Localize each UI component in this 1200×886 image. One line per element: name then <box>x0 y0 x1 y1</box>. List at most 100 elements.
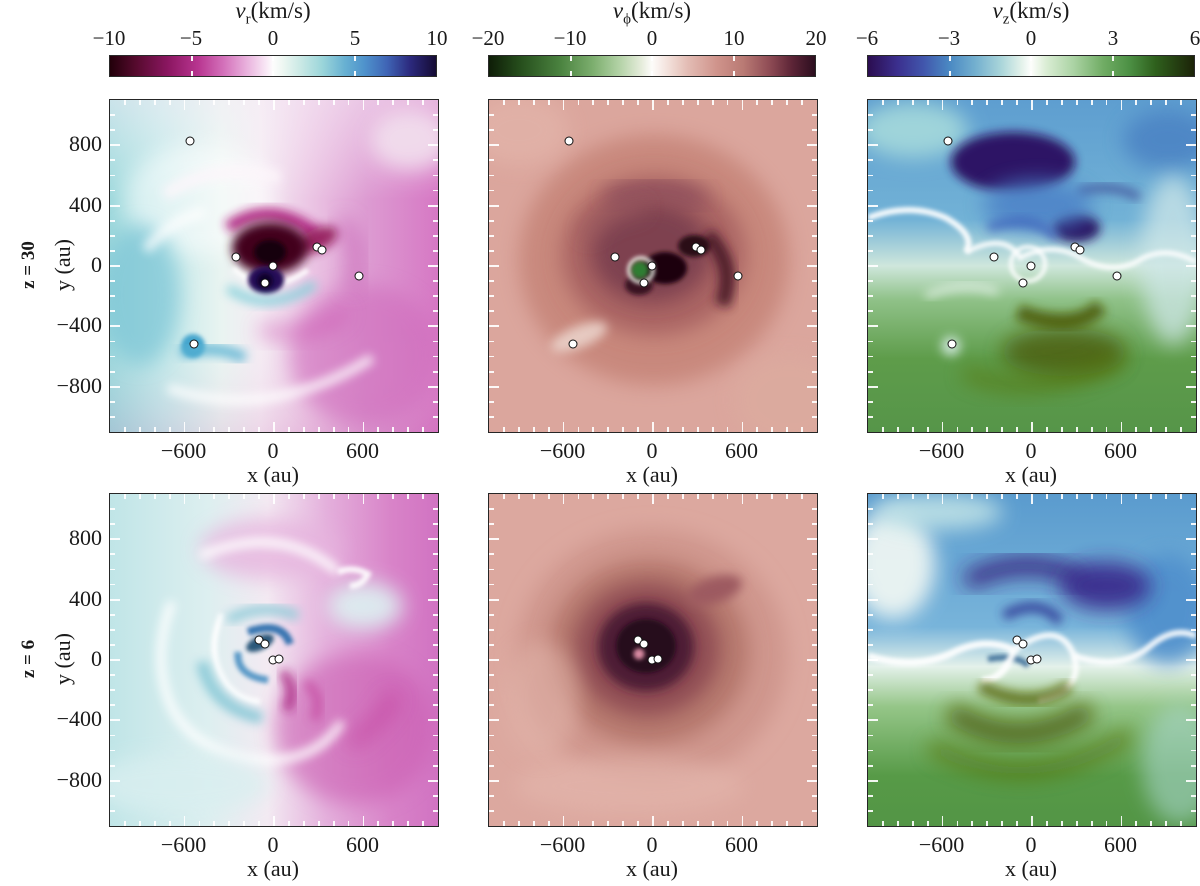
x-tick-label: −600 <box>160 438 207 463</box>
axis-tick-bottom <box>153 427 156 432</box>
axis-tick-left <box>110 553 115 556</box>
axis-tick-right <box>433 764 438 767</box>
axis-tick-bottom <box>711 427 714 432</box>
axis-tick-bottom <box>986 821 989 826</box>
axis-tick-right <box>1191 734 1196 737</box>
axis-tick-bottom <box>1105 821 1108 826</box>
axis-tick-top <box>377 494 380 499</box>
axis-tick-bottom <box>696 821 699 826</box>
axis-tick-bottom <box>377 821 380 826</box>
axis-tick-right <box>428 538 438 541</box>
sink-particle <box>733 271 743 281</box>
axis-tick-bottom <box>637 821 639 826</box>
axis-tick-left <box>489 674 494 676</box>
axis-tick-bottom <box>896 821 899 826</box>
axis-tick-right <box>1186 659 1196 661</box>
axis-tick-bottom <box>1120 422 1123 432</box>
sink-particle <box>260 278 270 288</box>
axis-tick-right <box>433 810 438 812</box>
axis-tick-bottom <box>422 821 424 826</box>
axis-tick-right <box>433 219 438 222</box>
sink-particle <box>231 252 241 262</box>
axis-tick-right <box>1191 355 1196 358</box>
colorbar-tick-mark <box>569 56 572 61</box>
colorbar-tick-label: −6 <box>855 26 879 50</box>
axis-tick-top <box>911 100 914 105</box>
axis-tick-bottom <box>183 422 186 432</box>
axis-tick-right <box>1191 129 1196 132</box>
velocity-map-vphi-z30 <box>489 100 817 432</box>
axis-tick-bottom <box>592 427 595 432</box>
axis-tick-bottom <box>926 821 929 826</box>
axis-tick-right <box>1186 719 1196 722</box>
axis-tick-left <box>110 568 115 571</box>
colorbar-tick-mark <box>651 71 653 76</box>
axis-tick-top <box>168 494 171 499</box>
x-axis-label: x (au) <box>1005 462 1057 487</box>
axis-tick-left <box>489 779 499 782</box>
axis-tick-left <box>868 355 873 358</box>
axis-tick-top <box>637 494 639 499</box>
axis-tick-bottom <box>362 816 365 826</box>
axis-tick-left <box>489 568 494 571</box>
axis-tick-left <box>489 644 494 646</box>
axis-tick-left <box>489 174 494 177</box>
axis-tick-bottom <box>228 821 231 826</box>
axis-tick-top <box>198 494 201 499</box>
axis-tick-top <box>1135 494 1138 499</box>
axis-tick-left <box>489 295 494 298</box>
axis-tick-bottom <box>756 427 759 432</box>
axis-tick-bottom <box>532 821 535 826</box>
axis-tick-left <box>489 189 494 192</box>
x-axis-label: x (au) <box>247 856 299 881</box>
axis-tick-left <box>110 204 120 207</box>
colorbar-var: v <box>612 0 624 23</box>
axis-tick-left <box>489 355 494 358</box>
colorbar-tick-label: −20 <box>471 26 505 50</box>
axis-tick-top <box>986 100 989 105</box>
axis-tick-top <box>213 494 216 499</box>
axis-tick-left <box>110 749 115 752</box>
axis-tick-right <box>812 810 817 812</box>
axis-tick-top <box>786 100 789 105</box>
colorbar-vz: vz(km/s) −6 −3 0 3 6 <box>856 0 1200 78</box>
axis-tick-top <box>1105 494 1108 499</box>
axis-tick-right <box>812 613 817 616</box>
axis-tick-bottom <box>801 427 803 432</box>
axis-tick-top <box>971 100 974 105</box>
axis-tick-left <box>489 719 499 722</box>
colorbar-var: v <box>992 0 1003 23</box>
axis-tick-right <box>812 749 817 752</box>
axis-tick-bottom <box>607 427 610 432</box>
axis-tick-top <box>377 100 380 105</box>
axis-tick-top <box>622 100 625 105</box>
colorbar-tick-mark <box>353 71 356 76</box>
axis-tick-right <box>807 538 817 541</box>
axis-tick-left <box>868 613 873 616</box>
axis-tick-top <box>124 100 126 105</box>
axis-tick-left <box>110 628 115 631</box>
y-tick-label: −400 <box>56 706 102 732</box>
axis-tick-right <box>812 794 817 797</box>
axis-tick-left <box>110 644 115 646</box>
axis-tick-top <box>1060 494 1063 499</box>
axis-tick-bottom <box>377 427 380 432</box>
axis-tick-top <box>741 100 744 110</box>
axis-tick-right <box>433 689 438 692</box>
colorbar-tick-label: 6 <box>1189 26 1200 50</box>
axis-tick-right <box>1191 583 1196 586</box>
panel-vz-z6 <box>867 493 1197 827</box>
axis-tick-top <box>771 494 774 499</box>
axis-tick-top <box>1150 494 1153 499</box>
axis-tick-right <box>433 644 438 646</box>
axis-tick-top <box>392 494 395 499</box>
colorbar-tick-label: −3 <box>937 26 961 50</box>
axis-tick-top <box>756 494 759 499</box>
sink-particle <box>1018 278 1028 288</box>
axis-tick-left <box>868 189 873 192</box>
y-tick-label: 0 <box>91 646 102 671</box>
x-tick-label: −600 <box>160 832 207 857</box>
sink-particle <box>947 339 957 349</box>
axis-tick-right <box>433 310 438 313</box>
axis-tick-bottom <box>517 427 520 432</box>
